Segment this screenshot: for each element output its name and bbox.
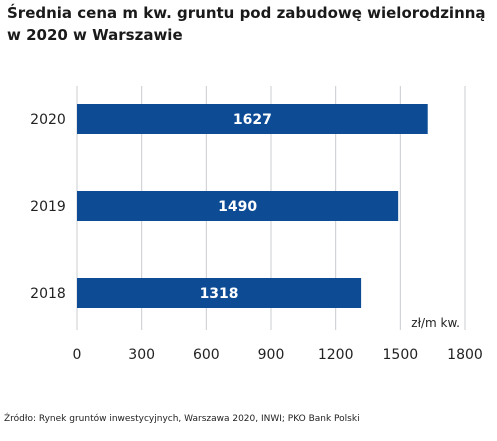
x-tick-label: 0 (73, 347, 82, 363)
x-tick-label: 1200 (318, 347, 354, 363)
x-tick-label: 900 (258, 347, 285, 363)
category-label: 2020 (30, 112, 66, 128)
category-label: 2018 (30, 286, 66, 302)
chart-title: Średnia cena m kw. gruntu pod zabudowę w… (7, 2, 487, 46)
x-tick-label: 1800 (447, 347, 483, 363)
bar-value-label: 1627 (233, 112, 272, 128)
source-note: Źródło: Rynek gruntów inwestycyjnych, Wa… (4, 414, 360, 424)
x-tick-label: 1500 (383, 347, 419, 363)
bar-value-label: 1490 (218, 199, 257, 215)
chart-title-line-2: w 2020 w Warszawie (7, 26, 183, 44)
x-tick-label: 600 (193, 347, 220, 363)
bar-2018 (77, 278, 362, 308)
bar-2020 (77, 104, 428, 134)
bars (77, 104, 428, 308)
category-label: 2019 (30, 199, 66, 215)
chart-title-line-1: Średnia cena m kw. gruntu pod zabudowę w… (7, 4, 486, 22)
bar-value-label: 1318 (200, 286, 239, 302)
unit-label: zł/m kw. (411, 316, 460, 330)
bar-2019 (77, 191, 399, 221)
labels: 0 300 600 900 1200 1500 1800 1627 2020 1490 2019 13… (30, 112, 483, 363)
x-tick-label: 300 (128, 347, 155, 363)
